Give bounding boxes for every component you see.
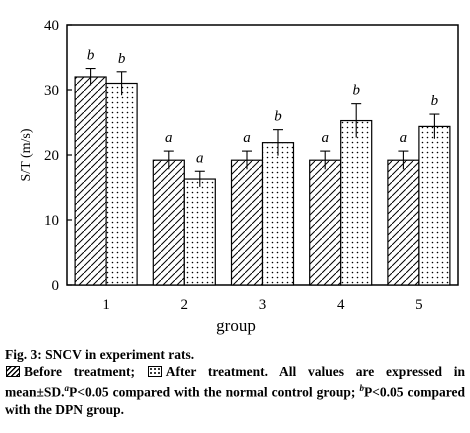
legend-after-label: After treatment. [165, 364, 269, 379]
significance-label: a [400, 130, 408, 146]
bar [387, 159, 420, 286]
note-part1: All values are expressed in mean±SD. [5, 364, 466, 400]
significance-label: b [431, 93, 439, 109]
note-part2: P<0.05 compared with the normal control … [69, 384, 356, 400]
y-axis-label: S/T (m/s) [19, 128, 34, 181]
dots-swatch-icon [147, 366, 162, 377]
hatch-swatch-icon [6, 366, 20, 377]
chart: 0 10 20 30 40 1 b b 2 a a 3 a b 4 a b 5 a b S/T (m/s) group [19, 18, 459, 335]
significance-label: b [118, 51, 126, 67]
figure-legend: Before treatment; After treatment. All v… [5, 363, 465, 418]
bar [152, 159, 185, 286]
significance-label: a [321, 130, 329, 146]
x-axis-label: group [216, 316, 256, 335]
bars [74, 68, 451, 286]
x-tick-label: 1 [102, 297, 110, 313]
y-tick-label: 40 [44, 18, 59, 34]
x-tick-label: 4 [337, 297, 345, 313]
bar [74, 76, 107, 286]
significance-label: a [196, 150, 204, 166]
bar [418, 125, 451, 286]
significance-label: b [352, 83, 360, 99]
labels: 0 10 20 30 40 1 b b 2 a a 3 a b 4 a b 5 a b [44, 18, 439, 313]
x-tick-label: 2 [181, 297, 189, 313]
significance-label: b [87, 48, 95, 64]
x-tick-label: 3 [259, 297, 267, 313]
note-part3: P<0.05 compared with the DPN group. [5, 384, 466, 417]
x-tick-label: 5 [415, 297, 423, 313]
y-tick-label: 20 [44, 148, 59, 164]
significance-label: a [165, 130, 173, 146]
figure-title: Fig. 3: SNCV in experiment rats. [5, 347, 195, 362]
significance-label: a [243, 130, 251, 146]
bar [105, 82, 138, 286]
legend-before-label: Before treatment; [24, 364, 135, 379]
sup-a: a [64, 383, 70, 393]
y-tick-label: 0 [52, 278, 60, 294]
bar [309, 159, 342, 286]
y-tick-label: 30 [44, 83, 59, 99]
bar [340, 119, 373, 286]
bar [183, 178, 216, 286]
bar [261, 142, 295, 286]
sup-b: b [359, 383, 364, 393]
significance-label: b [274, 109, 282, 125]
y-tick-label: 10 [44, 213, 59, 229]
bar [230, 159, 264, 286]
